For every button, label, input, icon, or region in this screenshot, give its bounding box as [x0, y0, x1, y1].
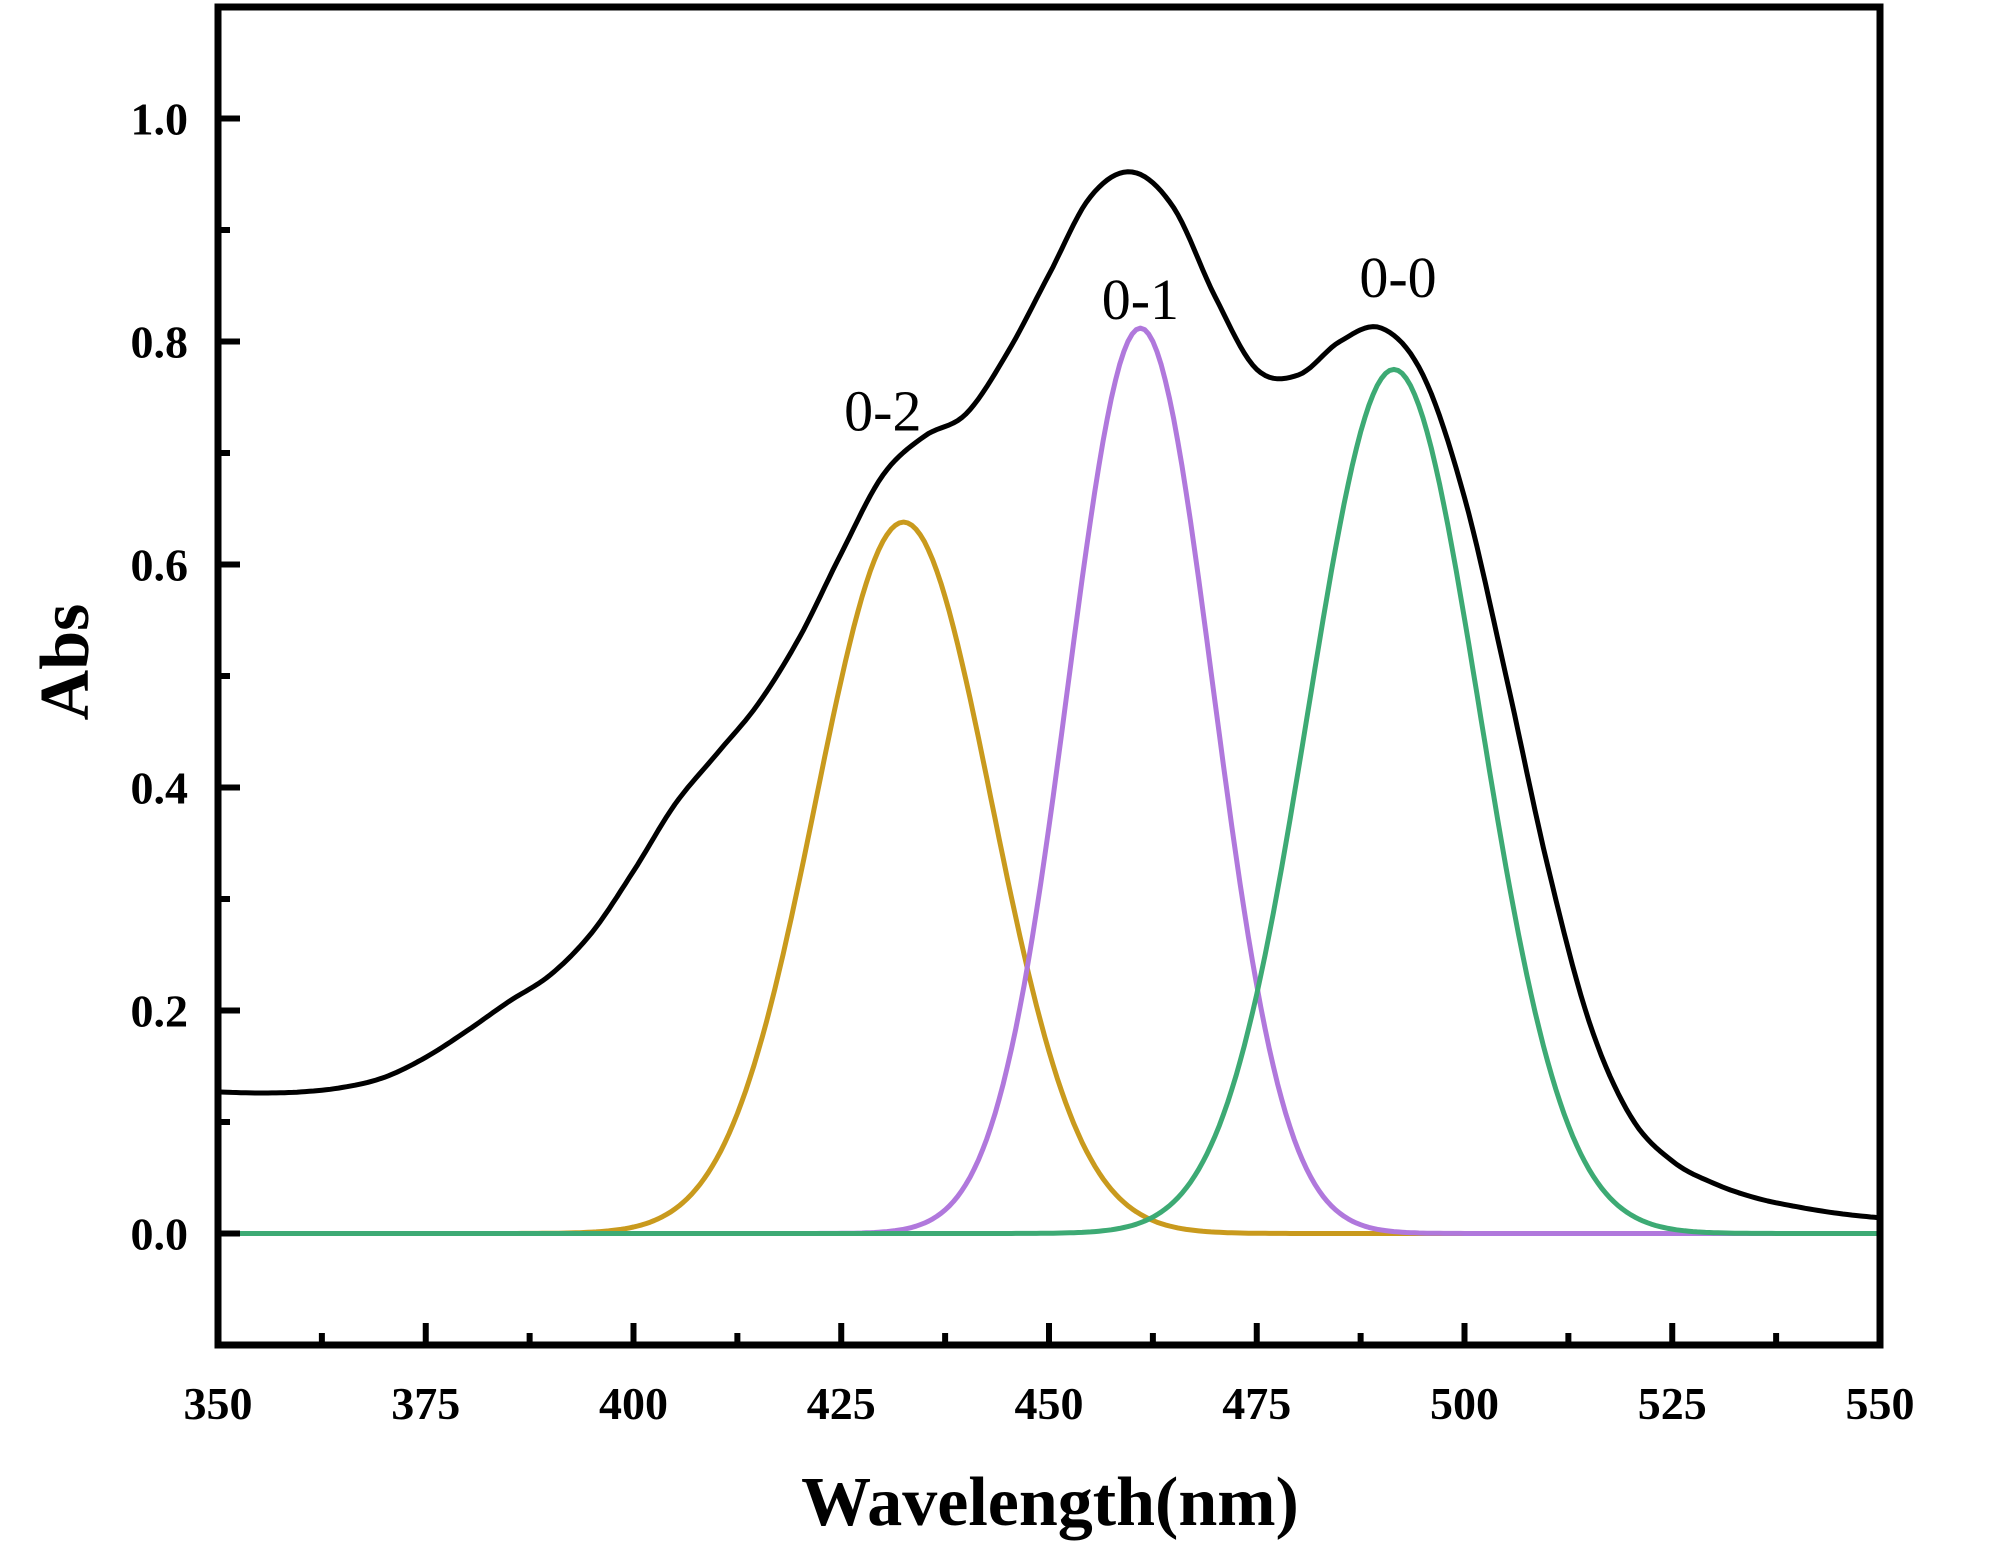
peak-label: 0-0	[1359, 245, 1436, 310]
peak-labels: 0-2 0-1 0-0	[844, 245, 1437, 444]
series-layer	[215, 169, 1883, 1236]
x-axis-title: Wavelength(nm)	[801, 1464, 1299, 1541]
y-tick-label: 0.4	[131, 763, 189, 814]
plot-frame	[214, 3, 1884, 1349]
y-axis-title: Abs	[27, 604, 104, 721]
y-tick-label: 1.0	[131, 94, 189, 145]
y-tick-label: 0.8	[131, 317, 189, 368]
y-tick-label: 0.0	[131, 1209, 189, 1260]
y-axis: 0.0 0.2 0.4 0.6 0.8 1.0	[131, 4, 240, 1348]
x-tick-label: 375	[391, 1378, 460, 1429]
series-line-0-2-gaussian	[215, 519, 1883, 1236]
x-tick-label: 400	[599, 1378, 668, 1429]
x-axis: 350 375 400 425 450 475 500 525 550	[184, 1323, 1915, 1429]
x-tick-label: 500	[1430, 1378, 1499, 1429]
peak-label: 0-1	[1102, 267, 1179, 332]
x-tick-label: 525	[1638, 1378, 1707, 1429]
y-tick-label: 0.6	[131, 540, 189, 591]
peak-label: 0-2	[844, 379, 921, 444]
x-tick-label: 425	[807, 1378, 876, 1429]
y-tick-label: 0.2	[131, 986, 189, 1037]
series-line-measured-absorption	[215, 169, 1883, 1221]
series-line-0-0-gaussian	[215, 366, 1883, 1236]
x-tick-label: 550	[1846, 1378, 1915, 1429]
x-tick-label: 450	[1015, 1378, 1084, 1429]
x-tick-label: 475	[1222, 1378, 1291, 1429]
x-tick-label: 350	[184, 1378, 253, 1429]
series-line-0-1-gaussian	[215, 325, 1883, 1236]
